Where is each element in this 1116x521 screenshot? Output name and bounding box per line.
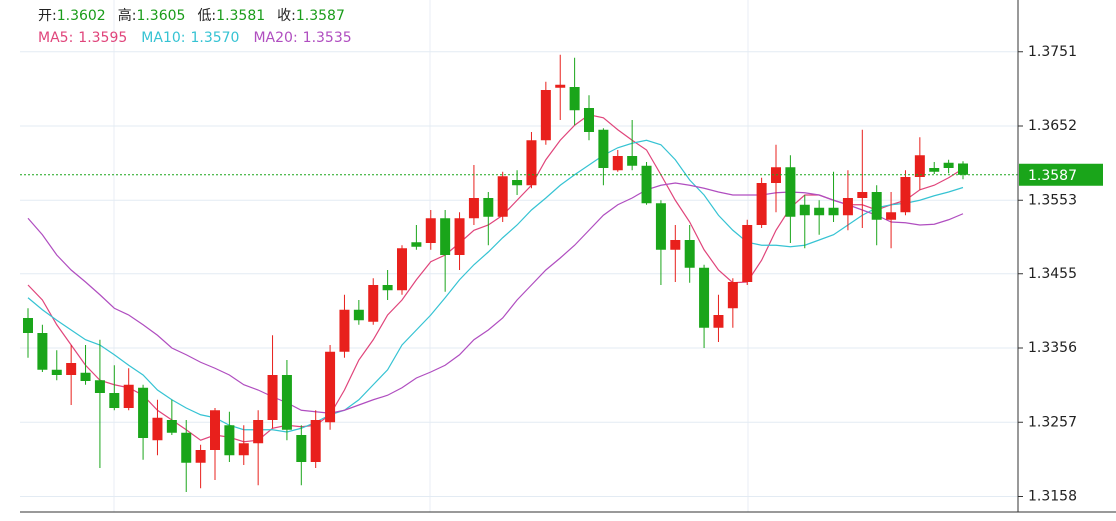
candle-body (152, 417, 163, 441)
candle-body (195, 450, 206, 463)
candle-body (900, 177, 911, 213)
last-price-box (1019, 163, 1103, 186)
candle-body (670, 240, 681, 250)
candle-body (296, 435, 307, 462)
candle-body (555, 84, 566, 88)
candle-body (440, 218, 451, 255)
candle-body (483, 198, 494, 217)
candle-body (857, 192, 868, 198)
candle-body (612, 156, 623, 171)
legend-name: MA20: (253, 30, 297, 46)
y-tick-label: 1.3751 (1028, 44, 1077, 60)
candle-body (468, 198, 479, 219)
ohlc-value: 1.3581 (216, 8, 265, 24)
ohlc-label: 高: (118, 7, 137, 24)
candle-body (943, 162, 954, 168)
candle-body (756, 183, 767, 225)
candle-body (281, 375, 292, 430)
candle-body (828, 207, 839, 216)
candle-body (655, 203, 666, 250)
candle-body (66, 363, 77, 375)
candle-body (411, 242, 422, 247)
candle-body (123, 384, 134, 408)
candle-body (958, 163, 968, 175)
legend-value: 1.3535 (303, 30, 352, 46)
candle-body (512, 180, 523, 186)
candle-body (540, 90, 551, 141)
candle-body (353, 309, 364, 321)
candle-body (598, 129, 609, 168)
ma-line (27, 139, 964, 433)
candle-body (181, 432, 192, 463)
candle-body (713, 315, 724, 328)
candle-body (497, 176, 508, 217)
candle-body (627, 156, 638, 166)
y-tick-label: 1.3553 (1028, 192, 1077, 208)
y-tick-label: 1.3356 (1028, 340, 1077, 356)
candle-body (51, 369, 62, 375)
ma-line (27, 114, 964, 443)
candle-body (94, 380, 105, 393)
candle-body (339, 309, 350, 352)
ohlc-label: 开: (38, 8, 57, 24)
candle-body (742, 225, 753, 282)
y-tick-label: 1.3158 (1028, 489, 1077, 505)
candle-body (727, 282, 738, 309)
candle-body (238, 443, 249, 456)
header: 开: 1.3602 高: 1.3605 低: 1.3581 收: 1.3587 MA5: 1.35… (38, 7, 352, 46)
candle-body (699, 267, 710, 328)
candle-body (684, 240, 695, 268)
candle-body (382, 285, 393, 291)
legend-value: 1.3595 (78, 30, 127, 46)
candle-body (138, 387, 149, 438)
candle-body (425, 218, 436, 243)
candle-body (166, 420, 177, 433)
legend-name: MA10: (141, 30, 185, 46)
last-price-label: 1.3587 (1028, 168, 1077, 184)
candle-body (641, 165, 652, 204)
candle-body (584, 108, 594, 132)
candle-body (368, 285, 379, 322)
candle-body (224, 425, 235, 456)
ohlc-value: 1.3587 (296, 8, 345, 24)
candle-body (80, 372, 91, 381)
y-tick-label: 1.3652 (1028, 118, 1077, 134)
candle-body (310, 420, 321, 462)
ma-line (27, 182, 964, 414)
legend-value: 1.3570 (190, 30, 239, 46)
y-axis: 1.3158 1.3257 1.3356 1.3455 1.3553 1.3652 1.37… (20, 44, 1103, 505)
candle-body (253, 420, 264, 444)
ohlc-value: 1.3605 (136, 8, 185, 24)
candle-body (871, 192, 882, 220)
ohlc-label: 收: (277, 8, 296, 24)
legend-name: MA5: (38, 30, 73, 46)
candle-body (785, 167, 796, 217)
candle-body (23, 318, 33, 333)
candle-body (799, 204, 810, 216)
candle-body (109, 393, 120, 408)
candle-body (325, 351, 336, 423)
ohlc-label: 低: (197, 8, 216, 24)
candle-body (397, 248, 407, 291)
candle-body (526, 140, 537, 186)
candle-body (454, 218, 465, 255)
candle-body (886, 212, 897, 220)
candle-body (569, 87, 580, 111)
candle-body (842, 198, 853, 216)
ohlc-value: 1.3602 (57, 8, 106, 24)
y-tick-label: 1.3455 (1028, 266, 1077, 282)
candle-body (210, 410, 220, 450)
candle-body (929, 168, 940, 172)
candle-body (37, 333, 48, 370)
candle-body (914, 155, 925, 177)
ma-lines (27, 114, 964, 443)
y-tick-label: 1.3257 (1028, 414, 1077, 430)
candle-body (267, 375, 278, 420)
candle-body (814, 207, 825, 216)
